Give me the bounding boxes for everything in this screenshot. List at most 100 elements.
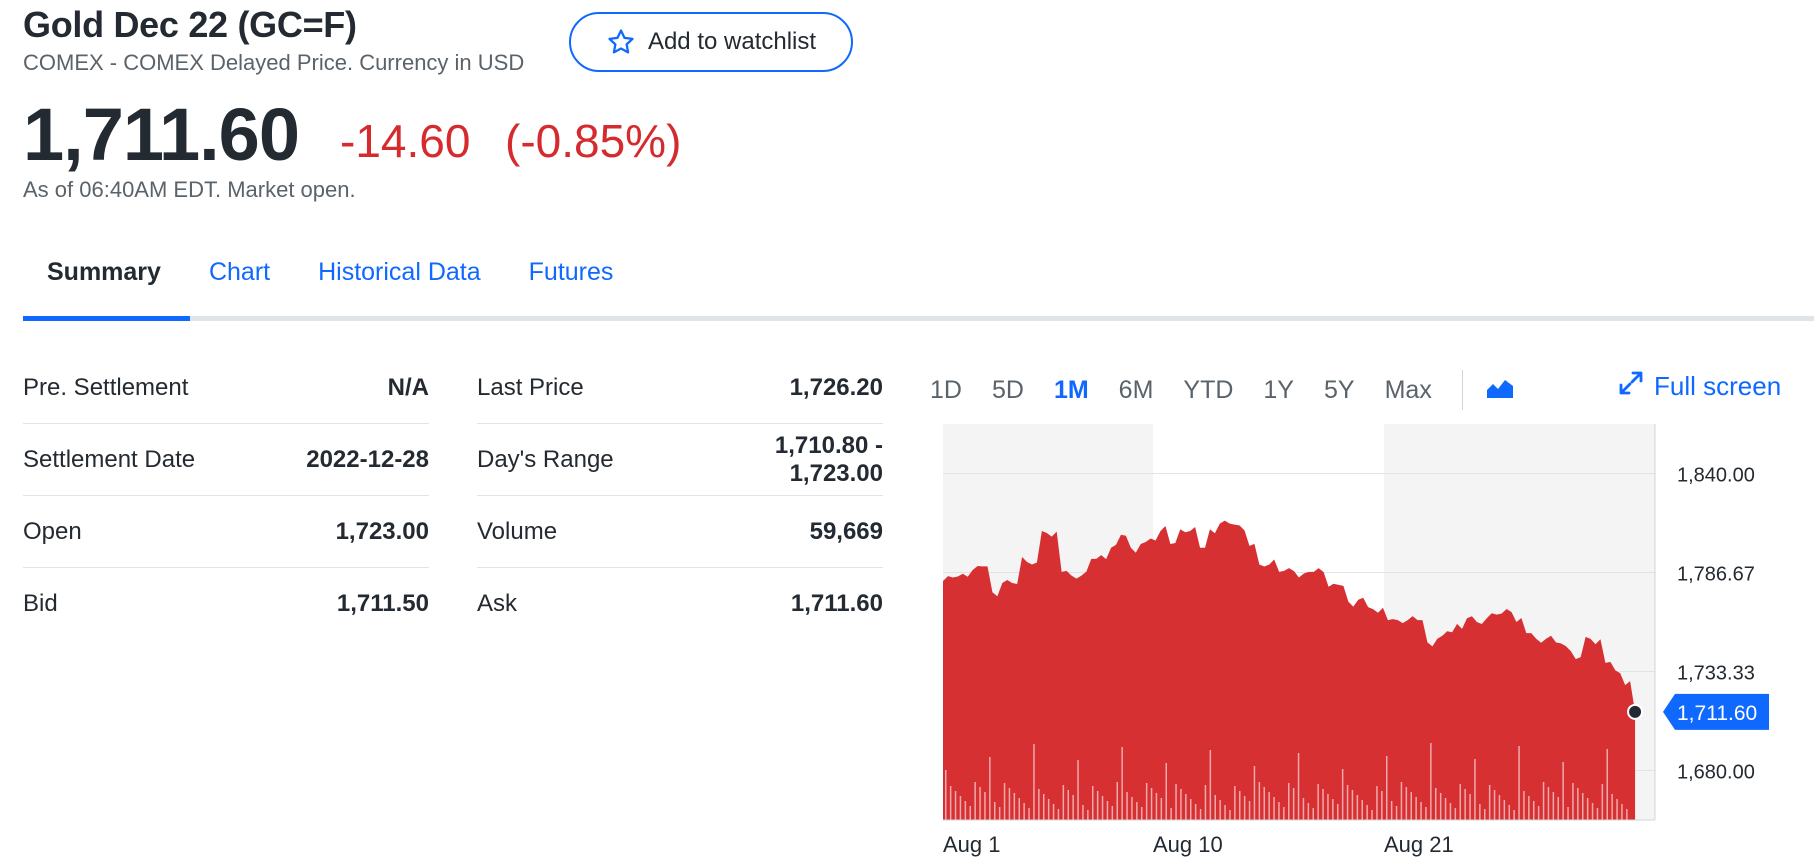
exchange-subtitle: COMEX - COMEX Delayed Price. Currency in… <box>23 50 525 75</box>
last-price-dot <box>1627 703 1644 720</box>
volume-bar <box>1028 808 1030 820</box>
volume-bar <box>1116 782 1118 820</box>
area-chart-icon[interactable] <box>1485 376 1515 405</box>
volume-bar <box>1180 789 1182 820</box>
volume-bar <box>969 806 971 820</box>
volume-bar <box>1621 804 1623 820</box>
range-selector: 1D 5D 1M 6M YTD 1Y 5Y Max <box>930 370 1515 410</box>
row-value: 2022-12-28 <box>306 445 429 473</box>
volume-bar <box>1449 803 1452 820</box>
x-tick-label: Aug 21 <box>1384 832 1454 857</box>
volume-bar <box>1136 802 1138 820</box>
volume-bar <box>1405 787 1408 820</box>
volume-bar <box>1439 793 1442 820</box>
range-divider <box>1461 370 1463 410</box>
volume-bar <box>1317 784 1319 820</box>
volume-bar <box>1503 800 1506 820</box>
volume-bar <box>1513 810 1515 820</box>
row-label: Day's Range <box>477 445 614 473</box>
volume-bar <box>1562 762 1564 820</box>
volume-bar <box>1288 783 1290 820</box>
volume-bar <box>1537 806 1540 820</box>
table-row: Pre. Settlement N/A <box>23 352 429 424</box>
row-value: N/A <box>387 373 429 401</box>
volume-bar <box>1616 799 1618 820</box>
volume-bar <box>1356 795 1359 820</box>
volume-bar <box>1283 807 1285 820</box>
x-tick-label: Aug 10 <box>1153 832 1223 857</box>
volume-bar <box>1047 799 1050 820</box>
range-5d[interactable]: 5D <box>991 375 1024 404</box>
range-1d[interactable]: 1D <box>930 375 962 404</box>
volume-bar <box>1464 789 1466 820</box>
watchlist-label: Add to watchlist <box>647 28 817 55</box>
fullscreen-button[interactable]: Full screen <box>1618 370 1781 403</box>
row-label: Open <box>23 517 82 545</box>
price-chart[interactable]: 1,840.00 1,786.67 1,733.33 1,680.00 Aug 1 Aug… <box>940 420 1790 860</box>
row-value: 1,711.50 <box>336 589 429 617</box>
volume-bar <box>1096 791 1099 820</box>
tab-chart[interactable]: Chart <box>208 258 271 286</box>
volume-bar <box>959 796 962 820</box>
row-value: 59,669 <box>809 517 883 545</box>
y-tick-label: 1,786.67 <box>1677 563 1755 585</box>
volume-bar <box>1493 790 1496 820</box>
row-value: 1,726.20 <box>789 373 883 401</box>
volume-bar <box>1175 784 1177 820</box>
volume-bar <box>1194 804 1197 820</box>
volume-bar <box>1332 799 1334 820</box>
volume-bar <box>1018 798 1020 820</box>
range-ytd[interactable]: YTD <box>1183 375 1234 404</box>
volume-bar <box>1248 801 1251 820</box>
volume-bar <box>1341 769 1344 820</box>
volume-bar <box>1582 793 1584 820</box>
range-max[interactable]: Max <box>1384 375 1432 404</box>
volume-bar <box>1390 801 1393 820</box>
active-tab-indicator <box>23 316 190 321</box>
volume-bar <box>1552 792 1555 820</box>
volume-bar <box>1003 783 1006 820</box>
price-flag-label: 1,711.60 <box>1677 702 1757 725</box>
volume-bar <box>1278 802 1280 820</box>
range-6m[interactable]: 6M <box>1118 375 1154 404</box>
volume-bar <box>1498 795 1501 820</box>
quote-tabs: Summary Chart Historical Data Futures <box>23 252 637 322</box>
volume-bar <box>1601 784 1604 820</box>
volume-bar <box>1381 791 1383 820</box>
volume-bar <box>1557 797 1559 820</box>
range-low: 1,710.80 - <box>774 431 883 459</box>
row-label: Ask <box>477 589 518 617</box>
volume-bar <box>1239 791 1241 820</box>
volume-bar <box>1376 786 1378 820</box>
volume-bar <box>1488 785 1491 820</box>
add-to-watchlist-button[interactable]: Add to watchlist <box>569 12 853 72</box>
volume-bar <box>1577 788 1579 820</box>
expand-arrows-icon <box>1618 370 1644 403</box>
volume-bar <box>1101 796 1104 820</box>
tab-summary[interactable]: Summary <box>47 258 161 286</box>
volume-bar <box>1057 809 1060 820</box>
volume-bar <box>1523 791 1525 820</box>
volume-bar <box>1435 788 1437 820</box>
range-5y[interactable]: 5Y <box>1324 375 1355 404</box>
volume-bar <box>1052 804 1055 820</box>
price-change: -14.60 <box>340 115 471 167</box>
volume-bar <box>1038 789 1040 820</box>
tab-futures[interactable]: Futures <box>528 258 614 286</box>
volume-bar <box>1533 801 1535 820</box>
volume-bar <box>1062 785 1065 820</box>
volume-bar <box>1371 810 1373 820</box>
volume-bar <box>1087 810 1089 820</box>
y-tick-label: 1,733.33 <box>1677 663 1755 685</box>
range-1m[interactable]: 1M <box>1053 375 1089 404</box>
range-1y[interactable]: 1Y <box>1263 375 1294 404</box>
volume-bar <box>1214 795 1216 820</box>
volume-bar <box>964 801 967 820</box>
volume-bar <box>945 770 947 820</box>
row-label: Volume <box>477 517 558 545</box>
table-row: Volume 59,669 <box>477 496 883 568</box>
star-icon <box>606 27 636 57</box>
range-high: 1,723.00 <box>789 459 883 487</box>
volume-bar <box>1322 789 1324 820</box>
tab-historical-data[interactable]: Historical Data <box>318 258 481 286</box>
